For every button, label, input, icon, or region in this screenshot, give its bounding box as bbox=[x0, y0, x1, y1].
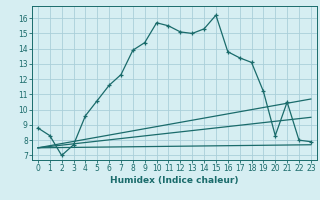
X-axis label: Humidex (Indice chaleur): Humidex (Indice chaleur) bbox=[110, 176, 239, 185]
